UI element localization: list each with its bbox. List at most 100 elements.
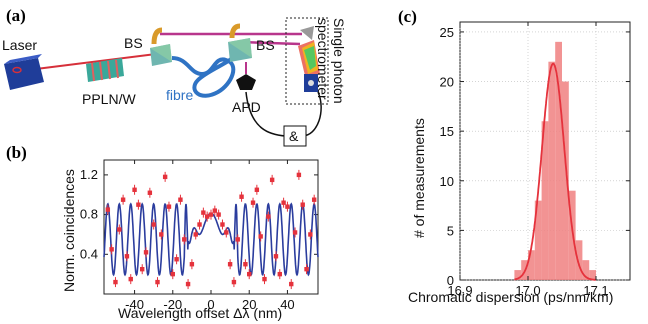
chart-c-xtick-label: 17.1 — [583, 283, 608, 298]
chart-b-point — [162, 174, 168, 180]
chart-c-bar — [514, 270, 522, 280]
apd-icon — [236, 62, 256, 90]
chart-c-ytick-label: 10 — [440, 174, 454, 189]
chart-b-xtick-label: 40 — [280, 297, 294, 312]
chart-b-point — [266, 214, 271, 219]
chart-b-point — [304, 266, 309, 272]
chart-b-point — [231, 279, 237, 285]
chart-b-point — [258, 234, 263, 239]
chart-b-point — [311, 197, 317, 202]
chart-b-point — [247, 271, 252, 277]
chart-c-xtick-label: 17.0 — [515, 283, 540, 298]
chart-b-point — [109, 247, 114, 252]
chart-c-bar — [575, 240, 583, 280]
spectrometer-label-2: spectrometer — [315, 18, 331, 100]
chart-b-xlabel: Wavelength offset Δλ (nm) — [118, 305, 282, 321]
chart-c-bar — [589, 270, 596, 280]
chart-b-point — [254, 187, 260, 192]
fibre-icon — [171, 54, 236, 98]
chart-b-point — [204, 214, 210, 219]
apd-label: APD — [232, 99, 261, 115]
panel-b: (b) 0.4 0.8 1.2 -40 -20 0 20 40 Wavelength off… — [6, 143, 319, 321]
chart-b-point — [159, 232, 164, 237]
chart-b-point — [174, 257, 179, 262]
chart-b-point — [224, 230, 229, 235]
laser-icon — [4, 54, 44, 90]
beam-splitter-1-icon — [150, 27, 172, 66]
chart-b-point — [235, 237, 240, 242]
chart-c-bar — [555, 41, 562, 280]
chart-c-bar — [582, 260, 590, 280]
chart-b-ytick-label: 1.2 — [80, 167, 98, 182]
chart-b-point — [208, 212, 214, 217]
chart-c-xlabel: Chromatic dispersion (ps/nm/km) — [408, 289, 613, 305]
chart-c-ytick-label: 5 — [447, 223, 454, 238]
chart-b-xtick-label: 20 — [242, 297, 256, 312]
chart-c-bar — [541, 121, 549, 280]
chart-c-ytick-label: 20 — [440, 75, 454, 90]
chart-b-point — [220, 222, 225, 227]
chart-b-point — [227, 262, 233, 267]
chart-c-fit-curve — [514, 62, 597, 281]
chart-b-point — [105, 207, 111, 212]
chart-b-xtick-label: -40 — [125, 297, 144, 312]
ppln-label: PPLN/W — [82, 91, 136, 107]
beam-splitter-2-icon — [228, 23, 252, 62]
chart-b-point — [250, 200, 256, 205]
bs2-label: BS — [256, 37, 275, 53]
chart-b-point — [170, 271, 175, 277]
chart-b-point — [212, 208, 218, 213]
chart-c-ylabel: # of measurements — [411, 118, 427, 238]
chart-b-point — [216, 212, 221, 217]
laser-beam — [27, 53, 157, 71]
ppln-waveguide-icon — [86, 58, 124, 82]
chart-b-point — [277, 271, 282, 277]
chart-b-xtick-label: -20 — [163, 297, 182, 312]
chart-b-yticks: 0.4 0.8 1.2 — [80, 167, 318, 261]
chart-b-point — [155, 279, 160, 285]
chart-b-point — [296, 172, 302, 178]
chart-b-point — [193, 232, 198, 237]
coincidence-label: & — [289, 128, 299, 144]
chart-b-point — [189, 262, 195, 267]
chart-b-point — [136, 202, 141, 207]
chart-c-bar — [548, 61, 556, 280]
chart-b-ytick-label: 0.8 — [80, 207, 98, 222]
chart-b-point — [140, 266, 145, 272]
spectrometer-label-1: Single photon — [331, 18, 347, 104]
spectrometer-icon — [285, 17, 329, 105]
chart-b-point — [243, 262, 248, 267]
panel-a: (a) Laser PPLN/W BS — [2, 6, 347, 147]
chart-b-point — [281, 200, 286, 205]
bs1-label: BS — [124, 35, 143, 51]
chart-b-point — [132, 187, 137, 192]
chart-b-point — [143, 250, 149, 255]
chart-b-point — [285, 204, 290, 209]
chart-b-points — [105, 169, 317, 290]
chart-b-point — [269, 177, 275, 183]
chart-b-point — [113, 279, 118, 285]
chart-b-point — [117, 227, 122, 232]
chart-c-ytick-label: 25 — [440, 25, 454, 40]
panel-b-label: (b) — [6, 143, 27, 162]
laser-label: Laser — [2, 37, 37, 53]
chart-b-point — [289, 281, 294, 287]
chart-b-point — [128, 276, 133, 282]
chart-b-point — [182, 237, 187, 242]
panel-a-label: (a) — [6, 6, 26, 25]
chart-b-point — [300, 202, 305, 207]
chart-b-point — [124, 254, 130, 259]
chart-c-bar — [534, 200, 542, 280]
chart-c-ytick-label: 15 — [440, 124, 454, 139]
chart-b-point — [120, 197, 126, 202]
chart-c-yticks: 0 5 10 15 20 25 — [440, 25, 630, 288]
chart-b-point — [166, 204, 172, 209]
fibre-label: fibre — [166, 87, 193, 103]
chart-c-bars — [514, 41, 596, 281]
chart-c-xtick-label: 16.9 — [447, 283, 472, 298]
chart-b-point — [262, 276, 267, 282]
chart-c-bar — [562, 81, 569, 281]
chart-b-point — [239, 194, 244, 199]
chart-b-point — [147, 190, 153, 195]
chart-c-ytick-label: 0 — [447, 273, 454, 288]
